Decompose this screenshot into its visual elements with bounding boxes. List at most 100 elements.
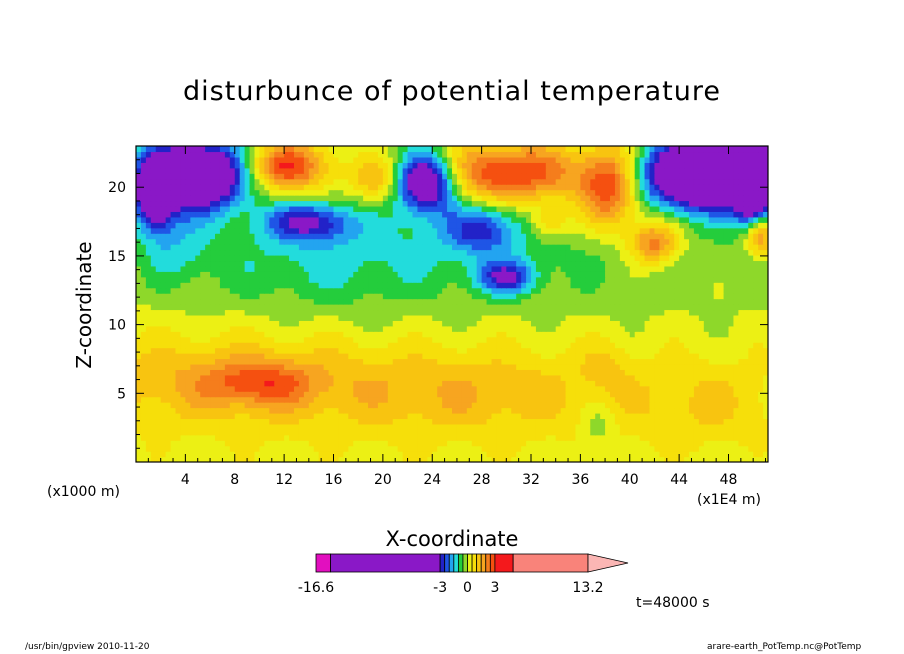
heatmap-cell [590, 309, 596, 316]
heatmap-cell [575, 336, 581, 343]
heatmap-cell [289, 336, 295, 343]
heatmap-cell [644, 309, 651, 316]
heatmap-cell [595, 314, 601, 321]
heatmap-cell [698, 304, 705, 311]
heatmap-cell [610, 298, 616, 305]
heatmap-cell [269, 412, 275, 420]
heatmap-cell [629, 309, 636, 316]
heatmap-cell [397, 353, 404, 360]
heatmap-cell [560, 396, 567, 403]
heatmap-cell [308, 369, 315, 376]
heatmap-cell [728, 265, 735, 272]
heatmap-cell [328, 396, 335, 403]
heatmap-cell [422, 418, 428, 425]
heatmap-cell [249, 347, 256, 354]
heatmap-cell [565, 254, 572, 262]
heatmap-cell [308, 249, 315, 256]
heatmap-cell [432, 358, 438, 365]
heatmap-cell [693, 304, 700, 311]
heatmap-cell [274, 325, 280, 332]
heatmap-cell [328, 325, 335, 332]
heatmap-cell [575, 276, 581, 283]
heatmap-cell [748, 456, 754, 462]
heatmap-cell [713, 287, 720, 294]
heatmap-cell [407, 374, 414, 381]
heatmap-cell [165, 276, 172, 283]
heatmap-cell [614, 265, 621, 272]
heatmap-cell [689, 249, 695, 256]
heatmap-cell [180, 396, 186, 403]
heatmap-cell [595, 412, 601, 420]
heatmap-cell [447, 456, 453, 462]
heatmap-cell [294, 391, 300, 398]
heatmap-cell [669, 287, 675, 294]
heatmap-cell [728, 402, 735, 409]
heatmap-cell [590, 418, 596, 425]
heatmap-cell [456, 353, 463, 360]
heatmap-cell [481, 254, 488, 262]
heatmap-cell [382, 298, 389, 305]
heatmap-cell [363, 380, 369, 387]
heatmap-cell [205, 440, 211, 447]
heatmap-cell [368, 396, 374, 403]
heatmap-cell [506, 293, 512, 300]
heatmap-cell [422, 342, 428, 349]
heatmap-cell [614, 380, 621, 387]
heatmap-cell [521, 342, 527, 349]
heatmap-cell [150, 434, 157, 441]
heatmap-cell [708, 407, 715, 414]
heatmap-cell [200, 456, 206, 462]
heatmap-cell [600, 363, 606, 370]
heatmap-cell [733, 298, 739, 305]
heatmap-cell [150, 287, 157, 294]
heatmap-cell [269, 353, 275, 360]
heatmap-cell [476, 407, 483, 414]
heatmap-cell [422, 314, 428, 321]
heatmap-cell [427, 265, 433, 272]
heatmap-cell [595, 358, 601, 365]
heatmap-cell [476, 309, 483, 316]
heatmap-cell [679, 374, 685, 381]
heatmap-cell [377, 287, 384, 294]
heatmap-cell [313, 282, 320, 289]
heatmap-cell [763, 265, 768, 272]
heatmap-cell [254, 440, 261, 447]
heatmap-cell [501, 440, 507, 447]
heatmap-cell [239, 363, 246, 370]
heatmap-cell [373, 309, 379, 316]
heatmap-cell [624, 271, 631, 278]
heatmap-cell [412, 412, 419, 420]
heatmap-cell [269, 374, 275, 381]
heatmap-cell [145, 353, 152, 360]
heatmap-cell [703, 423, 710, 430]
heatmap-cell [254, 287, 261, 294]
heatmap-cell [461, 293, 468, 300]
heatmap-cell [501, 260, 507, 267]
heatmap-cell [565, 260, 572, 267]
heatmap-cell [565, 331, 572, 338]
heatmap-cell [679, 276, 685, 283]
heatmap-cell [397, 451, 404, 458]
heatmap-cell [550, 358, 557, 365]
heatmap-cell [373, 363, 379, 370]
heatmap-cell [684, 293, 690, 300]
heatmap-cell [738, 287, 744, 294]
heatmap-cell [200, 412, 206, 420]
heatmap-cell [703, 293, 710, 300]
heatmap-cell [447, 369, 453, 376]
heatmap-cell [180, 456, 186, 462]
heatmap-cell [471, 293, 478, 300]
heatmap-cell [605, 440, 611, 447]
heatmap-cell [733, 260, 739, 267]
heatmap-cell [358, 298, 364, 305]
heatmap-cell [289, 396, 295, 403]
heatmap-cell [550, 407, 557, 414]
heatmap-cell [427, 249, 433, 256]
heatmap-cell [377, 325, 384, 332]
heatmap-cell [397, 412, 404, 420]
heatmap-cell [234, 260, 241, 267]
heatmap-cell [190, 276, 196, 283]
heatmap-cell [753, 380, 759, 387]
heatmap-cell [466, 423, 473, 430]
heatmap-cell [333, 407, 340, 414]
